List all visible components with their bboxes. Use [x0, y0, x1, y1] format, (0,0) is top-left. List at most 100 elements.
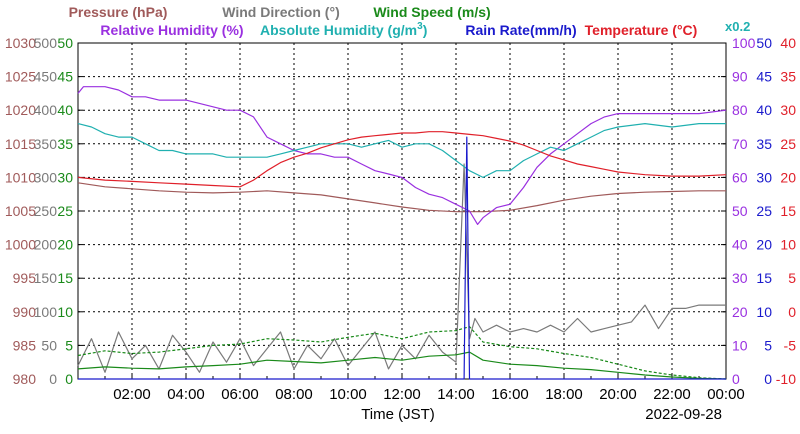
y-tick-rain_rate-2: 10	[756, 304, 772, 320]
y-tick-wind_speed-9: 45	[57, 69, 73, 85]
legend-pressure: Pressure (hPa)	[69, 4, 168, 20]
series-layer	[77, 86, 727, 380]
x-tick-label-0: 02:00	[113, 386, 151, 403]
legend-absolute-humidity-text: Absolute Humidity (g/m	[260, 22, 417, 38]
y-tick-temperature-5: 15	[780, 203, 796, 219]
series-rain-rate	[78, 136, 726, 380]
y-tick-rain_rate-4: 20	[756, 237, 772, 253]
y-tick-humidity-5: 50	[732, 203, 748, 219]
y-tick-humidity-9: 90	[732, 69, 748, 85]
x-tick-label-1: 04:00	[167, 386, 205, 403]
y-tick-rain_rate-1: 5	[764, 337, 772, 353]
y-tick-temperature-4: 10	[780, 237, 796, 253]
y-tick-temperature-9: 35	[780, 69, 796, 85]
legend-absolute-humidity-sup: 3	[417, 21, 423, 32]
y-tick-rain_rate-9: 45	[756, 69, 772, 85]
x-axis-label: Time (JST)	[361, 406, 435, 423]
x-tick-label-10: 22:00	[653, 386, 691, 403]
y-tick-wind_speed-10: 50	[57, 35, 73, 51]
axes: 02:00 04:00 06:00 08:00 10:00 12:00 14:00 16:00…	[5, 35, 796, 403]
x-tick-label-4: 10:00	[329, 386, 367, 403]
series-wind-speed	[77, 351, 727, 380]
y-tick-wind_speed-5: 25	[57, 203, 73, 219]
y-tick-temperature-6: 20	[780, 169, 796, 185]
y-tick-wind_speed-6: 30	[57, 169, 73, 185]
y-tick-wind_speed-2: 10	[57, 304, 73, 320]
x-tick-label-5: 12:00	[383, 386, 421, 403]
legend-absolute-humidity-close: )	[423, 22, 428, 38]
y-tick-humidity-3: 30	[732, 270, 748, 286]
y-tick-rain_rate-5: 25	[756, 203, 772, 219]
series-pressure	[77, 182, 726, 213]
y-tick-wind_direction-5: 250	[34, 203, 58, 219]
y-tick-rain_rate-0: 0	[764, 371, 772, 387]
x-tick-label-6: 14:00	[437, 386, 475, 403]
legend-temperature: Temperature (°C)	[585, 22, 698, 38]
x-tick-label-9: 20:00	[599, 386, 637, 403]
y-tick-pressure-5: 1005	[5, 203, 36, 219]
y-tick-humidity-0: 0	[732, 371, 740, 387]
y-tick-humidity-1: 10	[732, 337, 748, 353]
y-tick-humidity-8: 80	[732, 102, 748, 118]
y-tick-humidity-7: 70	[732, 136, 748, 152]
y-tick-pressure-1: 985	[13, 337, 37, 353]
y-tick-humidity-4: 40	[732, 237, 748, 253]
y-tick-temperature-7: 25	[780, 136, 796, 152]
x-tick-label-3: 08:00	[275, 386, 313, 403]
y-tick-wind_direction-10: 500	[34, 35, 58, 51]
y-tick-humidity-6: 60	[732, 169, 748, 185]
x-tick-label-8: 18:00	[545, 386, 583, 403]
y-tick-pressure-7: 1015	[5, 136, 36, 152]
y-tick-temperature-10: 40	[780, 35, 796, 51]
y-tick-wind_speed-3: 15	[57, 270, 73, 286]
legend-rain-rate: Rain Rate(mm/h)	[465, 22, 576, 38]
series-wind-gust	[77, 326, 727, 380]
y-tick-wind_direction-3: 150	[34, 270, 58, 286]
legend-wind-direction: Wind Direction (°)	[222, 4, 339, 20]
y-tick-temperature-1: -5	[784, 337, 797, 353]
y-tick-wind_direction-2: 100	[34, 304, 58, 320]
y-tick-pressure-9: 1025	[5, 69, 36, 85]
y-tick-pressure-6: 1010	[5, 169, 36, 185]
y-tick-rain_rate-6: 30	[756, 169, 772, 185]
y-tick-wind_speed-0: 0	[65, 371, 73, 387]
chart-date: 2022-09-28	[645, 406, 722, 423]
series-temperature	[77, 131, 727, 188]
x-tick-label-2: 06:00	[221, 386, 259, 403]
x-tick-label-7: 16:00	[491, 386, 529, 403]
y-tick-temperature-8: 30	[780, 102, 796, 118]
y-tick-wind_direction-8: 400	[34, 102, 58, 118]
y-tick-wind_direction-7: 350	[34, 136, 58, 152]
y-tick-rain_rate-10: 50	[756, 35, 772, 51]
y-tick-wind_direction-9: 450	[34, 69, 58, 85]
y-tick-temperature-3: 5	[788, 270, 796, 286]
grid	[78, 43, 726, 379]
y-tick-wind_speed-4: 20	[57, 237, 73, 253]
y-tick-wind_direction-4: 200	[34, 237, 58, 253]
y-tick-rain_rate-8: 40	[756, 102, 772, 118]
y-tick-temperature-0: -10	[776, 371, 796, 387]
y-tick-humidity-10: 100	[732, 35, 756, 51]
y-tick-temperature-2: 0	[788, 304, 796, 320]
y-tick-wind_direction-1: 50	[41, 337, 57, 353]
y-tick-wind_speed-8: 40	[57, 102, 73, 118]
y-tick-wind_direction-6: 300	[34, 169, 58, 185]
y-tick-wind_speed-7: 35	[57, 136, 73, 152]
series-absolute-humidity	[77, 122, 726, 178]
y-tick-wind_speed-1: 5	[65, 337, 73, 353]
y-tick-pressure-10: 1030	[5, 35, 36, 51]
x-tick-label-11: 00:00	[707, 386, 745, 403]
y-tick-pressure-0: 980	[13, 371, 37, 387]
series-relative-humidity	[77, 86, 727, 225]
legend-relative-humidity: Relative Humidity (%)	[100, 22, 243, 38]
y-tick-pressure-3: 995	[13, 270, 37, 286]
y-tick-rain_rate-3: 15	[756, 270, 772, 286]
legend-absolute-humidity: Absolute Humidity (g/m3)	[260, 21, 427, 38]
y-tick-pressure-8: 1020	[5, 102, 36, 118]
y-tick-wind_direction-0: 0	[49, 371, 57, 387]
y-tick-rain_rate-7: 35	[756, 136, 772, 152]
legend-wind-speed: Wind Speed (m/s)	[373, 4, 490, 20]
y-tick-pressure-2: 990	[13, 304, 37, 320]
y-tick-pressure-4: 1000	[5, 237, 36, 253]
